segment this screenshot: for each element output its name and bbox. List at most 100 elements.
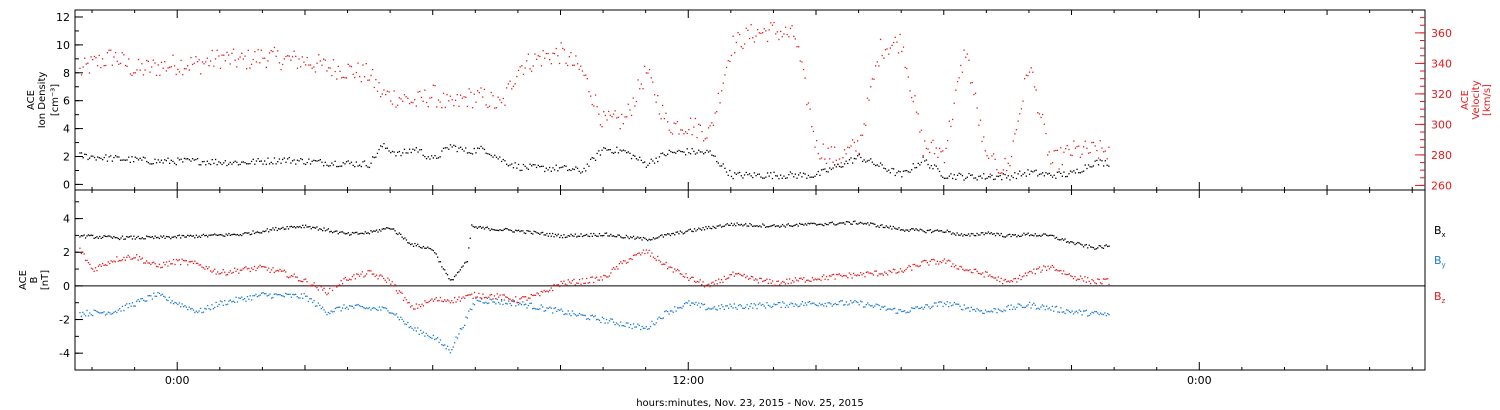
bz-point [1024,272,1026,274]
velocity-point [750,24,752,26]
bx-point [127,236,129,238]
density-point [835,166,837,168]
bz-point [997,276,999,278]
density-point [407,152,409,154]
bx-point [743,224,745,226]
bx-point [997,233,999,235]
density-point [832,167,834,169]
bx-point [962,235,964,237]
velocity-point [629,109,631,111]
density-point [332,164,335,166]
velocity-point [770,22,772,24]
velocity-point [997,172,1000,174]
by-point [1085,309,1087,311]
by-point [749,305,751,307]
by-point [144,300,146,302]
bz-point [272,267,274,269]
density-point [504,160,506,162]
velocity-point [675,122,677,125]
velocity-point [878,65,880,67]
bx-point [716,225,718,227]
bz-point [265,266,267,268]
bz-point [984,271,987,273]
bx-point [570,233,572,235]
by-point [831,305,833,307]
bx-point [347,232,349,234]
bz-point [561,282,564,285]
density-point [446,147,448,149]
bz-point [975,268,977,270]
bx-point [1084,244,1086,246]
density-point [804,173,806,175]
by-point [437,337,439,339]
b-tick-label: -2 [59,314,70,327]
density-point [861,160,864,163]
velocity-point [701,131,703,133]
bz-point [877,275,879,277]
by-point [265,293,267,295]
by-point [1007,304,1009,307]
by-point [556,310,558,312]
bz-point [794,277,796,279]
density-point [847,162,849,165]
velocity-point [185,68,187,70]
bx-point [192,235,195,237]
density-point [391,150,394,153]
bx-point [534,231,537,233]
by-point [334,307,337,310]
bz-point [82,251,84,253]
by-point [921,306,923,308]
by-point [914,307,916,310]
velocity-point [282,63,284,66]
bz-point [1050,266,1052,268]
density-point [612,152,615,154]
bx-point [939,230,941,232]
bx-point [552,232,554,235]
bz-point [236,268,239,270]
bx-point [340,231,342,233]
bz-point [737,272,740,275]
by-point [659,317,662,319]
by-point [481,298,483,300]
bx-point [786,224,788,226]
bz-point [570,282,572,284]
bz-point [375,274,378,276]
density-point [425,158,428,160]
bz-point [343,278,345,280]
density-point [301,158,303,161]
by-point [347,308,349,310]
by-point [1006,306,1008,308]
bz-point [649,255,652,257]
bz-point [330,285,332,287]
by-point [896,312,899,314]
by-point [1101,313,1103,315]
velocity-point [624,116,626,118]
bx-point [1105,244,1107,246]
density-point [565,165,567,167]
by-point [242,299,244,301]
bz-point [327,292,329,294]
by-point [850,300,852,302]
bz-point [854,274,856,276]
bx-point [106,235,108,238]
bz-point [313,282,315,284]
by-point [445,348,447,350]
by-point [154,295,156,297]
by-point [686,302,689,304]
bz-point [976,270,978,272]
by-point [340,310,342,312]
velocity-point [606,119,608,121]
bx-point [867,222,869,224]
bz-point [217,271,219,273]
bz-point [102,262,104,265]
bz-point [762,280,764,283]
density-point [236,161,238,163]
by-point [1016,306,1018,308]
by-point [818,302,821,304]
velocity-point [663,118,665,120]
velocity-point [446,94,448,96]
bz-point [94,267,97,269]
velocity-point [283,58,285,60]
by-point [588,318,591,321]
density-point [691,148,693,150]
